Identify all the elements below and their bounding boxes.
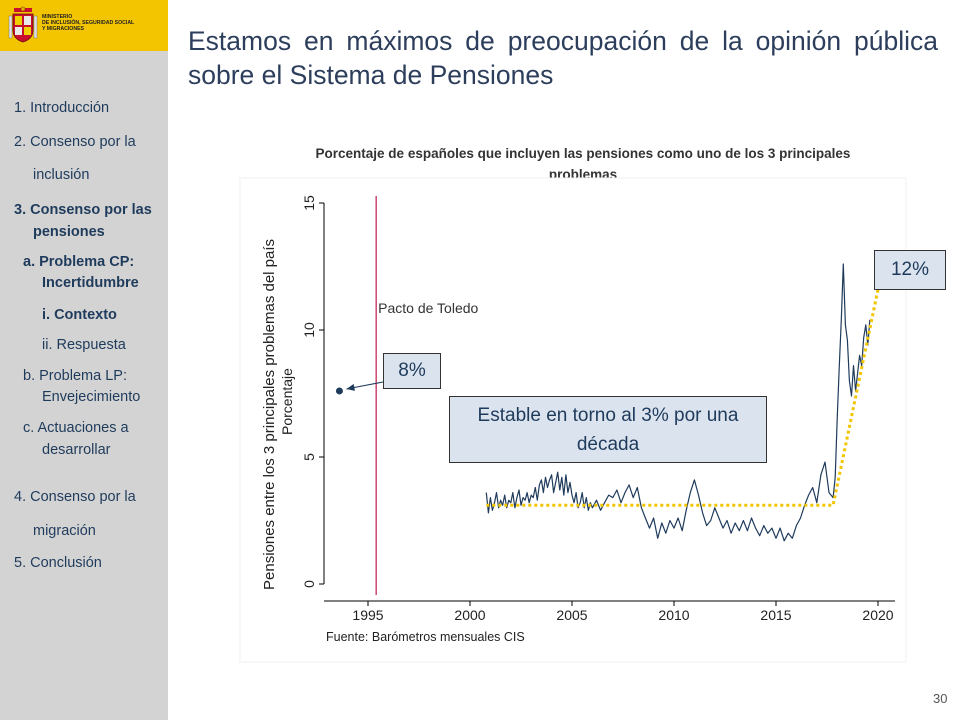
pacto-de-toledo-label: Pacto de Toledo (378, 300, 478, 316)
page-number: 30 (933, 691, 948, 706)
ministry-name-line: MINISTERIO (42, 14, 73, 20)
x-tick-label: 2000 (454, 607, 485, 623)
y-tick-label: 15 (301, 195, 317, 211)
sidebar-item-introduccion[interactable]: 1. Introducción (14, 100, 110, 116)
sidebar-item-problema-lp-cont[interactable]: Envejecimiento (42, 389, 141, 405)
x-ticks: 1995 2000 2005 2010 2015 2020 (352, 601, 894, 623)
sidebar-item-consenso-migracion[interactable]: 4. Consenso por la (14, 489, 136, 505)
ministry-name-line: DE INCLUSIÓN, SEGURIDAD SOCIAL (42, 20, 135, 26)
ministry-name-line: Y MIGRACIONES (42, 26, 84, 32)
sidebar-item-respuesta[interactable]: ii. Respuesta (42, 337, 126, 353)
sidebar-item-problema-lp[interactable]: b. Problema LP: (23, 368, 127, 384)
y-ticks: 0 5 10 15 (301, 195, 324, 588)
y-axis-label: Pensiones entre los 3 principales proble… (261, 239, 278, 590)
trend-line (486, 289, 880, 507)
callout-12-percent: 12% (874, 250, 946, 290)
sidebar-item-contexto[interactable]: i. Contexto (42, 307, 117, 323)
x-tick-label: 2015 (760, 607, 791, 623)
point-1993 (335, 387, 343, 395)
sidebar-item-consenso-inclusion-cont[interactable]: inclusión (33, 167, 90, 183)
x-tick-label: 2010 (658, 607, 689, 623)
sidebar-item-consenso-pensiones[interactable]: 3. Consenso por las (14, 202, 152, 218)
arrow-head-icon (346, 384, 355, 391)
ministry-logo: MINISTERIO DE INCLUSIÓN, SEGURIDAD SOCIA… (0, 0, 168, 51)
y-axis-label-secondary: Porcentaje (279, 368, 295, 435)
series-line (485, 263, 871, 542)
sidebar-item-problema-cp-cont[interactable]: Incertidumbre (42, 275, 139, 291)
chart-source: Fuente: Barómetros mensuales CIS (326, 630, 525, 644)
x-tick-label: 2020 (862, 607, 893, 623)
chart-axes (323, 203, 895, 602)
y-tick-label: 10 (301, 322, 317, 338)
sidebar-item-conclusion[interactable]: 5. Conclusión (14, 555, 102, 571)
sidebar-item-consenso-inclusion[interactable]: 2. Consenso por la (14, 134, 136, 150)
callout-8-percent: 8% (383, 353, 441, 389)
callout-stable: Estable en torno al 3% por una década (449, 396, 767, 463)
y-tick-label: 0 (301, 580, 317, 588)
sidebar-item-actuaciones[interactable]: c. Actuaciones a (23, 420, 129, 436)
sidebar-item-problema-cp[interactable]: a. Problema CP: (23, 254, 135, 270)
x-tick-label: 2005 (556, 607, 587, 623)
slide-title: Estamos en máximos de preocupación de la… (188, 26, 938, 90)
coat-of-arms-icon (8, 6, 38, 43)
ministry-name: MINISTERIO DE INCLUSIÓN, SEGURIDAD SOCIA… (42, 14, 166, 32)
sidebar-item-consenso-pensiones-cont[interactable]: pensiones (33, 224, 105, 240)
sidebar: MINISTERIO DE INCLUSIÓN, SEGURIDAD SOCIA… (0, 0, 168, 720)
sidebar-item-consenso-migracion-cont[interactable]: migración (33, 523, 96, 539)
x-tick-label: 1995 (352, 607, 383, 623)
y-tick-label: 5 (301, 453, 317, 461)
sidebar-item-actuaciones-cont[interactable]: desarrollar (42, 442, 111, 458)
